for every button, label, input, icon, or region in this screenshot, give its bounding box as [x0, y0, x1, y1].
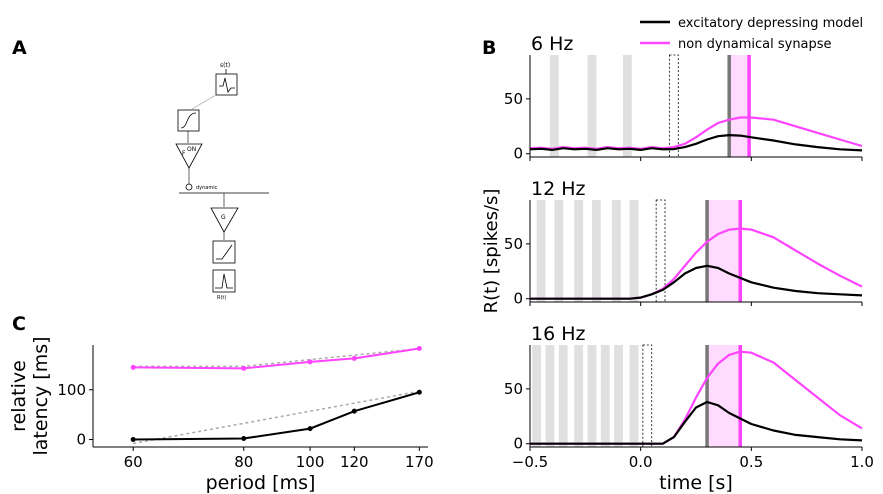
synapse-icon: [185, 183, 193, 191]
stimulus-pulse: [574, 345, 584, 447]
model-diagram: s(t) F ON dynamic G R(t): [175, 62, 269, 301]
stimulus-pulse: [587, 345, 597, 447]
data-point-non-dynamical: [307, 359, 313, 365]
panel-label-a: A: [12, 37, 27, 59]
stimulus-pulse: [587, 55, 597, 157]
stimulus-pulse: [574, 200, 584, 302]
stimulus-pulse: [558, 345, 568, 447]
gain-label: G: [221, 214, 226, 221]
panel-title: 12 Hz: [531, 178, 586, 200]
stimulus-pulse: [600, 345, 610, 447]
y-tick-label: 50: [504, 235, 523, 253]
raster-panel-2: 0 50 12 Hz R(t) [spikes/s]: [481, 178, 863, 314]
latency-band: [729, 55, 750, 157]
x-axis-label: period [ms]: [206, 472, 316, 494]
x-tick-label: 170: [405, 453, 434, 471]
output-nonlinearity-box: [212, 240, 236, 264]
x-tick-label: 100: [296, 453, 325, 471]
raster-panel-3: 0 50 −0.5 0.0 0.5 1.0 16 Hz time [s]: [504, 323, 874, 494]
y-axis-label: relative: [8, 360, 30, 432]
data-point-non-dynamical: [130, 364, 136, 370]
legend: excitatory depressing model non dynamica…: [640, 16, 863, 52]
raster-panel-1: 0 50 6 Hz: [504, 33, 863, 163]
series-line-non-dynamical: [133, 347, 420, 370]
x-tick-label: 80: [234, 453, 253, 471]
y-tick-label: 0: [513, 290, 523, 308]
x-axis-label: time [s]: [659, 472, 733, 494]
stimulus-pulse: [554, 200, 564, 302]
x-tick-label: 60: [124, 453, 143, 471]
panel-title: 16 Hz: [531, 323, 586, 345]
omitted-pulse: [655, 199, 666, 303]
y-tick-label: 0: [513, 435, 523, 453]
panel-label-c: C: [12, 313, 26, 335]
output-box: [212, 269, 236, 293]
response-icon: [215, 273, 233, 289]
gain-triangle: [210, 207, 239, 233]
data-point-depressing: [307, 426, 313, 432]
series-line-depressing: [529, 134, 863, 152]
data-point-non-dynamical: [416, 345, 422, 351]
x-tick-label: 120: [340, 453, 369, 471]
y-axis-label: latency [ms]: [30, 336, 52, 455]
x-tick-label: 0.0: [629, 453, 653, 471]
fit-line: [133, 347, 420, 368]
stimulus-pulse: [536, 200, 546, 302]
rectifier-icon: [216, 244, 233, 260]
x-tick-label: 1.0: [850, 453, 874, 471]
panel-label-b: B: [482, 37, 496, 59]
latency-band: [707, 200, 741, 302]
data-point-depressing: [241, 436, 247, 442]
stimulus-pulse: [591, 200, 601, 302]
dynamic-label: dynamic: [196, 185, 218, 191]
y-tick-label: 50: [504, 380, 523, 398]
stimulus-pulse: [614, 345, 623, 447]
x-tick-label: 0.5: [739, 453, 763, 471]
on-label: ON: [187, 146, 196, 153]
legend-label-depressing: excitatory depressing model: [678, 16, 863, 31]
data-point-depressing: [130, 437, 136, 443]
legend-label-non-dynamical: non dynamical synapse: [678, 37, 832, 52]
y-tick-label: 50: [504, 90, 523, 108]
stimulus-pulse: [545, 345, 555, 447]
nonlinearity-box: [177, 109, 200, 132]
stimulus-pulse: [532, 345, 542, 447]
data-point-non-dynamical: [241, 365, 247, 371]
series-line-depressing: [530, 264, 863, 300]
omitted-pulse: [669, 54, 679, 158]
omitted-pulse: [642, 344, 653, 448]
stimulus-pulse: [611, 200, 621, 302]
y-axis-label: R(t) [spikes/s]: [481, 189, 502, 314]
stimulus-pulse: [549, 55, 559, 157]
y-tick-label: 0: [76, 431, 86, 449]
latency-panel: 0 100 60 80 100 120 170 period [ms] relative late…: [8, 336, 434, 494]
y-tick-label: 100: [57, 381, 86, 399]
y-tick-label: 0: [513, 145, 523, 163]
data-point-depressing: [416, 389, 422, 395]
stimulus-kernel-icon: [219, 77, 235, 93]
x-tick-label: −0.5: [512, 453, 548, 471]
filter-triangle: [175, 143, 203, 169]
panel-title: 6 Hz: [531, 33, 573, 55]
stimulus-pulse: [629, 200, 639, 302]
charts: 0 50 6 Hz 0 50 12 Hz R(t) [spikes/s] 0 50 −0.5 0.0…: [8, 33, 874, 494]
stimulus-pulse: [629, 345, 639, 447]
sigmoid-icon: [180, 112, 197, 129]
data-point-non-dynamical: [351, 355, 357, 361]
output-label: R(t): [217, 295, 226, 301]
latency-band: [707, 345, 741, 447]
fit-line: [133, 390, 420, 445]
filter-label: F: [182, 150, 186, 157]
connector-1: [191, 94, 217, 110]
data-point-depressing: [351, 408, 357, 414]
stimulus-pulse: [622, 55, 632, 157]
series-line-depressing: [530, 400, 863, 445]
input-label: s(t): [220, 62, 230, 69]
